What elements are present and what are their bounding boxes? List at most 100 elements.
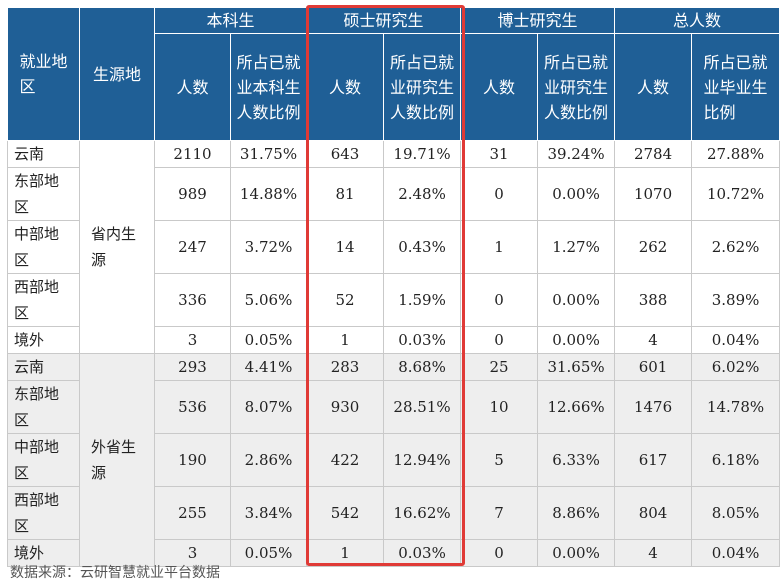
- row-place: 云南: [7, 140, 80, 168]
- header-master: 硕士研究生: [306, 7, 462, 34]
- cell: 336: [154, 273, 231, 327]
- cell: 28.51%: [383, 380, 462, 434]
- row-place: 云南: [7, 353, 80, 381]
- cell: 3: [154, 326, 231, 354]
- cell: 2.62%: [691, 220, 781, 274]
- header-undergrad-ratio: 所占已就业本科生人数比例: [229, 33, 308, 141]
- row-place: 西部地区: [7, 486, 80, 540]
- cell: 0.03%: [383, 539, 462, 567]
- header-master-ratio: 所占已就业研究生人数比例: [383, 33, 462, 141]
- header-origin: 生源地: [79, 7, 155, 141]
- cell: 255: [154, 486, 231, 540]
- table-row: 云南 省内生源 2110 31.75% 643 19.71% 31 39.24% 27…: [7, 140, 781, 354]
- cell: 542: [306, 486, 385, 540]
- cell: 12.94%: [383, 433, 462, 487]
- table-body: 云南 省内生源 2110 31.75% 643 19.71% 31 39.24% 27…: [7, 140, 781, 567]
- cell: 6.02%: [691, 353, 781, 381]
- origin-cell: 外省生源: [79, 353, 155, 567]
- cell: 6.18%: [691, 433, 781, 487]
- cell: 10.72%: [691, 167, 781, 221]
- cell: 0: [460, 273, 539, 327]
- cell: 1: [306, 326, 385, 354]
- cell: 0.00%: [537, 539, 616, 567]
- cell: 0: [460, 167, 539, 221]
- cell: 293: [154, 353, 231, 381]
- cell: 5: [460, 433, 539, 487]
- row-place: 境外: [7, 539, 80, 567]
- header-master-count: 人数: [306, 33, 385, 141]
- cell: 1: [460, 220, 539, 274]
- origin-cell: 省内生源: [79, 140, 155, 354]
- header-undergrad-count: 人数: [154, 33, 231, 141]
- cell: 2.86%: [229, 433, 308, 487]
- cell: 930: [306, 380, 385, 434]
- cell: 4: [614, 539, 693, 567]
- cell: 14.88%: [229, 167, 308, 221]
- cell: 617: [614, 433, 693, 487]
- header-total: 总人数: [614, 7, 781, 34]
- cell: 1.27%: [537, 220, 616, 274]
- cell: 247: [154, 220, 231, 274]
- cell: 14: [306, 220, 385, 274]
- cell: 0: [460, 539, 539, 567]
- header-total-count: 人数: [614, 33, 693, 141]
- cell: 190: [154, 433, 231, 487]
- cell: 31.75%: [229, 140, 308, 168]
- header-place: 就业地区: [7, 7, 80, 141]
- row-place: 西部地区: [7, 273, 80, 327]
- cell: 0.00%: [537, 273, 616, 327]
- cell: 8.68%: [383, 353, 462, 381]
- cell: 601: [614, 353, 693, 381]
- cell: 7: [460, 486, 539, 540]
- cell: 52: [306, 273, 385, 327]
- table-row: 东部地区 536 8.07% 930 28.51% 10 12.66% 1476 14.…: [7, 380, 781, 434]
- cell: 3.89%: [691, 273, 781, 327]
- cell: 19.71%: [383, 140, 462, 168]
- header-undergrad: 本科生: [153, 7, 308, 34]
- row-place: 东部地区: [7, 380, 80, 434]
- cell: 262: [614, 220, 693, 274]
- table-row: 西部地区 255 3.84% 542 16.62% 7 8.86% 804 8.05%: [7, 486, 781, 540]
- table-row: 东部地区 989 14.88% 81 2.48% 0 0.00% 1070 10.72%: [7, 167, 781, 221]
- table-row: 境外 3 0.05% 1 0.03% 0 0.00% 4 0.04%: [7, 539, 781, 567]
- cell: 283: [306, 353, 385, 381]
- cell: 39.24%: [537, 140, 616, 168]
- cell: 0.04%: [691, 326, 781, 354]
- cell: 16.62%: [383, 486, 462, 540]
- cell: 8.86%: [537, 486, 616, 540]
- cell: 804: [614, 486, 693, 540]
- cell: 0.05%: [229, 326, 308, 354]
- cell: 536: [154, 380, 231, 434]
- cell: 1: [306, 539, 385, 567]
- row-place: 境外: [7, 326, 80, 354]
- cell: 0.03%: [383, 326, 462, 354]
- cell: 0.05%: [229, 539, 308, 567]
- header-doctor-count: 人数: [460, 33, 539, 141]
- cell: 10: [460, 380, 539, 434]
- header-doctor: 博士研究生: [460, 7, 616, 34]
- row-place: 东部地区: [7, 167, 80, 221]
- cell: 5.06%: [229, 273, 308, 327]
- cell: 4: [614, 326, 693, 354]
- cell: 0.00%: [537, 326, 616, 354]
- cell: 14.78%: [691, 380, 781, 434]
- cell: 25: [460, 353, 539, 381]
- cell: 989: [154, 167, 231, 221]
- cell: 0.43%: [383, 220, 462, 274]
- cell: 0: [460, 326, 539, 354]
- cell: 2110: [154, 140, 231, 168]
- cell: 4.41%: [229, 353, 308, 381]
- data-source-note: 数据来源：云研智慧就业平台数据: [10, 565, 220, 581]
- cell: 388: [614, 273, 693, 327]
- cell: 8.05%: [691, 486, 781, 540]
- cell: 31: [460, 140, 539, 168]
- header-doctor-ratio: 所占已就业研究生人数比例: [537, 33, 616, 141]
- cell: 81: [306, 167, 385, 221]
- cell: 12.66%: [537, 380, 616, 434]
- employment-table: 就业地区 生源地 本科生 硕士研究生 博士研究生 总人数 人数 所占已就业本科生…: [7, 7, 781, 567]
- table-row: 云南 外省生源 293 4.41% 283 8.68% 25 31.65% 601 6.…: [7, 353, 781, 567]
- cell: 0.04%: [691, 539, 781, 567]
- cell: 1476: [614, 380, 693, 434]
- row-place: 中部地区: [7, 433, 80, 487]
- header-total-ratio: 所占已就业毕业生比例: [691, 33, 781, 141]
